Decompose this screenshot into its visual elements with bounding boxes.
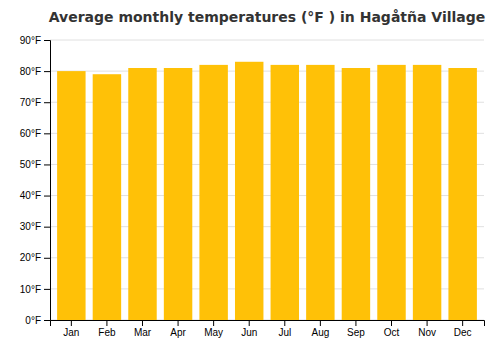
grid-line [50, 40, 484, 41]
grid [50, 40, 484, 320]
bar [377, 65, 405, 320]
y-tick: 40°F [20, 190, 50, 201]
y-tick-label: 60°F [20, 128, 41, 139]
x-tick-mark [249, 320, 250, 326]
y-tick-mark [44, 289, 50, 290]
x-tick: Jul [278, 320, 291, 338]
x-tick: Oct [384, 320, 400, 338]
x-tick-mark [213, 320, 214, 326]
x-tick: Mar [134, 320, 152, 338]
x-tick-mark [391, 320, 392, 326]
x-tick: Aug [311, 320, 329, 338]
bar [93, 74, 121, 320]
y-tick-label: 70°F [20, 97, 41, 108]
x-tick-label: Feb [98, 327, 116, 338]
y-tick-mark [44, 40, 50, 41]
x-tick-label: May [204, 327, 223, 338]
y-tick-label: 80°F [20, 66, 41, 77]
x-tick-label: Jul [278, 327, 291, 338]
chart: 0°F 10°F 20°F 30°F 40°F 50°F 60°F 70°F 80°F 90°F J… [0, 0, 500, 350]
x-tick-label: Mar [134, 327, 152, 338]
x-tick-mark [355, 320, 356, 326]
bar [306, 65, 334, 320]
y-axis-line [44, 41, 51, 321]
y-tick-label: 50°F [20, 159, 41, 170]
x-tick: Apr [170, 320, 186, 338]
x-tick-label: Dec [454, 327, 472, 338]
x-tick: May [204, 320, 223, 338]
y-tick-label: 10°F [20, 284, 41, 295]
x-tick-label: Jun [241, 327, 257, 338]
x-tick-label: Apr [170, 327, 186, 338]
y-tick-label: 40°F [20, 190, 41, 201]
bar [199, 65, 227, 320]
x-tick-label: Oct [384, 327, 400, 338]
x-tick: Feb [98, 320, 116, 338]
x-tick-mark [320, 320, 321, 326]
y-tick-label: 30°F [20, 221, 41, 232]
y-tick: 70°F [20, 97, 50, 108]
y-axis: 0°F 10°F 20°F 30°F 40°F 50°F 60°F 70°F 80°F 90°F [20, 35, 51, 326]
bar [342, 68, 370, 320]
x-tick-mark [142, 320, 143, 326]
x-tick-label: Aug [311, 327, 329, 338]
bar [271, 65, 299, 320]
bar [164, 68, 192, 320]
bar [128, 68, 156, 320]
plot: 0°F 10°F 20°F 30°F 40°F 50°F 60°F 70°F 80°F 90°F J… [20, 35, 485, 338]
y-tick-mark [44, 164, 50, 165]
x-tick-label: Jan [63, 327, 79, 338]
x-tick-label: Nov [418, 327, 436, 338]
y-tick-mark [44, 102, 50, 103]
x-tick-mark [178, 320, 179, 326]
y-tick: 50°F [20, 159, 50, 170]
bar [57, 71, 85, 320]
x-tick: Jun [241, 320, 257, 338]
x-tick-mark [284, 320, 285, 326]
y-tick: 0°F [25, 315, 50, 326]
y-tick-mark [44, 227, 50, 228]
x-axis-line [51, 321, 485, 327]
y-tick: 30°F [20, 221, 50, 232]
y-tick: 60°F [20, 128, 50, 139]
x-tick: Nov [418, 320, 436, 338]
y-tick: 10°F [20, 284, 50, 295]
y-tick: 90°F [20, 35, 50, 46]
x-tick: Dec [454, 320, 472, 338]
x-axis: Jan Feb Mar Apr May Jun Jul Aug Sep Oct Nov Dec [51, 320, 485, 338]
y-tick-label: 0°F [25, 315, 41, 326]
x-tick: Sep [347, 320, 365, 338]
y-tick-mark [44, 320, 50, 321]
y-tick-mark [44, 133, 50, 134]
y-tick-label: 20°F [20, 252, 41, 263]
x-tick-mark [106, 320, 107, 326]
y-tick-mark [44, 71, 50, 72]
y-tick-mark [44, 258, 50, 259]
x-tick-mark [71, 320, 72, 326]
x-tick-mark [462, 320, 463, 326]
x-tick: Jan [63, 320, 79, 338]
y-tick-label: 90°F [20, 35, 41, 46]
x-tick-mark [427, 320, 428, 326]
bar [448, 68, 476, 320]
bar [235, 62, 263, 320]
y-tick: 80°F [20, 66, 50, 77]
bar [413, 65, 441, 320]
title: Average monthly temperatures (°F ) in Ha… [49, 9, 486, 25]
x-tick-label: Sep [347, 327, 365, 338]
bars [57, 62, 477, 320]
y-tick: 20°F [20, 252, 50, 263]
y-tick-mark [44, 196, 50, 197]
